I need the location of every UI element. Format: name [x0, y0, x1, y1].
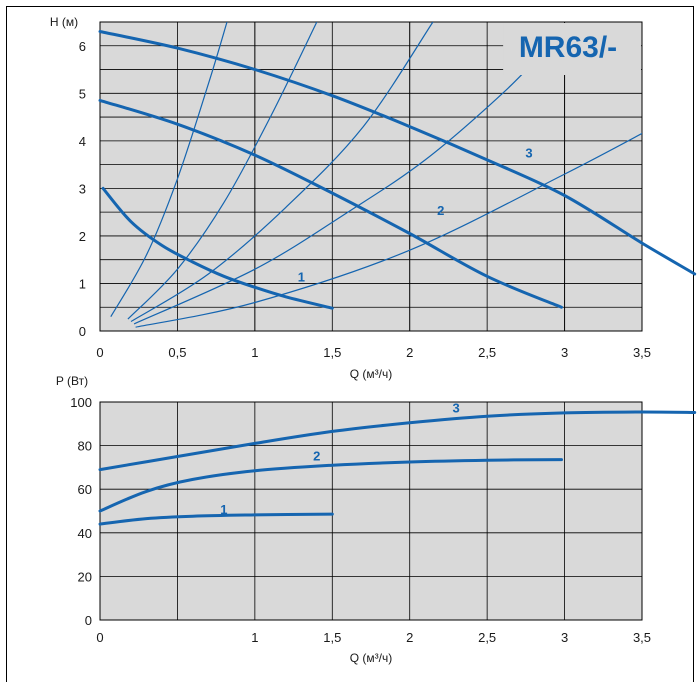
brand-title-background [503, 23, 641, 75]
x-tick-label: 1,5 [323, 630, 341, 645]
power-series [98, 410, 697, 526]
system-curve [110, 22, 228, 318]
power-grid [100, 402, 642, 620]
y-tick-label: 0 [79, 324, 86, 339]
y-tick-label: 6 [79, 39, 86, 54]
power-plot-area [99, 401, 643, 621]
system-curve [135, 132, 642, 328]
series-label-3: 3 [525, 146, 532, 161]
chart-frame [6, 6, 694, 682]
x-tick-label: 3 [561, 345, 568, 360]
x-tick-label: 2 [406, 630, 413, 645]
y-tick-label: 20 [78, 569, 92, 584]
series-label-2: 2 [313, 448, 320, 463]
y-tick-label: 40 [78, 526, 92, 541]
head-chart: 0 0,5 1 1,5 2 2,5 3 3,5 0 1 2 3 4 5 6 1 2 3 MR63/- H (м… [50, 15, 697, 381]
system-curve [130, 22, 434, 323]
y-tick-label: 3 [79, 181, 86, 196]
y-tick-label: 1 [79, 276, 86, 291]
power-curve-3 [98, 410, 697, 472]
series-label-3: 3 [453, 400, 460, 415]
x-tick-label: 3,5 [633, 630, 651, 645]
y-tick-label: 5 [79, 86, 86, 101]
y-tick-label: 0 [85, 613, 92, 628]
series-label-2: 2 [437, 203, 444, 218]
x-tick-label: 2,5 [478, 345, 496, 360]
head-curve-2 [98, 98, 563, 309]
x-tick-label: 3,5 [633, 345, 651, 360]
x-tick-label: 2,5 [478, 630, 496, 645]
head-y-ticks: 0 1 2 3 4 5 6 [79, 39, 86, 339]
head-x-ticks: 0 0,5 1 1,5 2 2,5 3 3,5 [96, 345, 651, 360]
y-tick-label: 4 [79, 134, 86, 149]
chart-title: MR63/- [519, 31, 617, 64]
x-tick-label: 1 [251, 630, 258, 645]
series-label-1: 1 [220, 502, 227, 517]
x-tick-label: 0 [96, 630, 103, 645]
head-x-axis-label: Q (м³/ч) [350, 367, 393, 381]
power-x-ticks: 0 1 1,5 2 2,5 3 3,5 [96, 630, 651, 645]
x-tick-label: 0,5 [168, 345, 186, 360]
x-tick-label: 2 [406, 345, 413, 360]
power-curve-2 [98, 458, 563, 513]
y-tick-label: 100 [70, 395, 92, 410]
head-series [98, 30, 697, 310]
head-curve-1 [101, 186, 334, 310]
x-tick-label: 3 [561, 630, 568, 645]
head-system-curves [110, 22, 642, 328]
x-tick-label: 1 [251, 345, 258, 360]
power-chart: 0 1 1,5 2 2,5 3 3,5 0 20 40 60 80 100 1 2 3 P (Вт) Q … [56, 374, 697, 665]
system-curve [133, 45, 550, 325]
head-series-labels: 1 2 3 [298, 146, 533, 285]
head-y-axis-label: H (м) [50, 15, 78, 29]
y-tick-label: 60 [78, 482, 92, 497]
power-series-labels: 1 2 3 [220, 400, 460, 516]
power-curve-1 [98, 512, 334, 526]
x-tick-label: 1,5 [323, 345, 341, 360]
y-tick-label: 80 [78, 439, 92, 454]
x-tick-label: 0 [96, 345, 103, 360]
head-curve-3 [98, 30, 697, 276]
power-x-axis-label: Q (м³/ч) [350, 651, 393, 665]
power-y-ticks: 0 20 40 60 80 100 [70, 395, 92, 628]
series-label-1: 1 [298, 269, 305, 284]
y-tick-label: 2 [79, 229, 86, 244]
power-y-axis-label: P (Вт) [56, 374, 88, 388]
